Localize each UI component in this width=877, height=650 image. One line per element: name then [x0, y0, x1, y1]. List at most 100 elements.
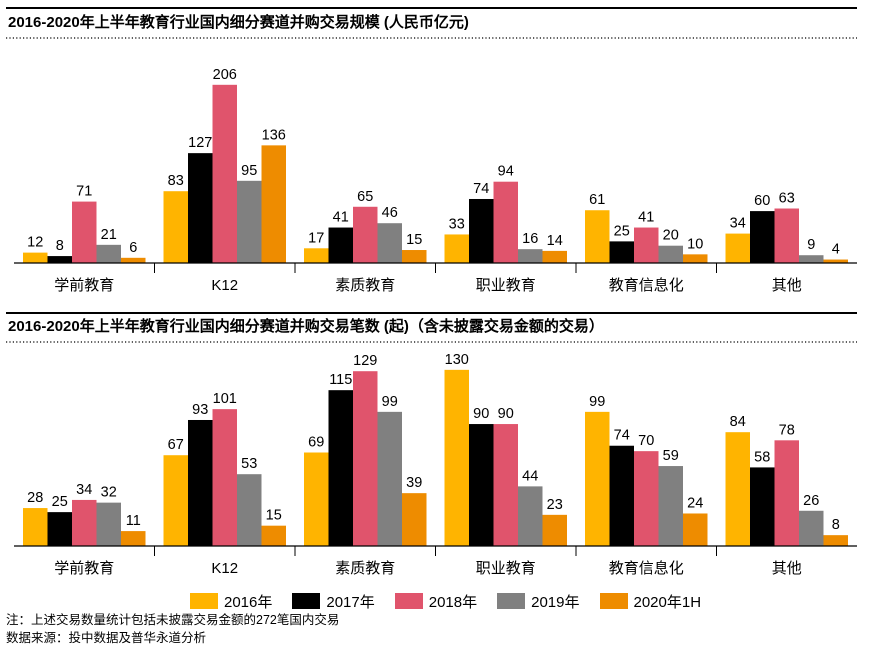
data-label: 90	[498, 406, 514, 422]
data-label: 67	[168, 437, 184, 453]
bar	[683, 513, 708, 546]
data-label: 4	[832, 242, 840, 258]
bar	[402, 493, 427, 546]
bar	[469, 424, 494, 546]
data-label: 25	[52, 494, 68, 510]
bar	[47, 512, 72, 546]
category-label: 素质教育	[335, 560, 395, 577]
data-label: 25	[614, 223, 630, 239]
bar	[23, 252, 48, 263]
data-label: 21	[101, 227, 117, 243]
legend-label-2017: 2017年	[326, 593, 375, 611]
data-label: 84	[730, 414, 746, 430]
bar	[658, 245, 683, 263]
data-label: 74	[614, 428, 630, 444]
bar	[725, 233, 750, 263]
data-label: 32	[101, 485, 117, 501]
bar	[304, 452, 329, 546]
data-label: 34	[730, 216, 746, 232]
bar	[683, 254, 708, 263]
legend: 2016年 2017年 2018年 2019年 2020年1H	[190, 590, 830, 612]
data-label: 33	[449, 216, 465, 232]
bar	[823, 535, 848, 546]
bar	[188, 419, 213, 546]
data-label: 15	[406, 232, 422, 248]
category-label: 职业教育	[476, 560, 536, 577]
bar	[402, 250, 427, 263]
bar	[518, 249, 543, 263]
category-label: 学前教育	[54, 560, 114, 577]
bar	[23, 508, 48, 546]
data-label: 34	[76, 482, 92, 498]
data-label: 8	[56, 238, 64, 254]
legend-swatch-2016	[190, 593, 218, 609]
bar	[799, 510, 824, 546]
data-label: 26	[803, 493, 819, 509]
data-label: 99	[589, 394, 605, 410]
data-label: 136	[262, 127, 286, 143]
legend-item-2020h1: 2020年1H	[599, 591, 702, 612]
data-label: 127	[188, 135, 212, 151]
legend-label-2016: 2016年	[224, 593, 273, 611]
data-label: 129	[353, 353, 377, 369]
data-label: 94	[498, 164, 514, 180]
footnote: 注：上述交易数量统计包括未披露交易金额的272笔国内交易	[6, 613, 340, 627]
data-label: 17	[308, 230, 324, 246]
bar	[261, 145, 286, 263]
bar	[96, 502, 121, 546]
data-label: 93	[192, 402, 208, 418]
data-label: 130	[445, 352, 469, 368]
bar	[634, 451, 659, 546]
bar	[750, 211, 775, 263]
bar	[634, 227, 659, 263]
bar	[658, 466, 683, 546]
data-label: 115	[329, 372, 352, 388]
bar	[750, 467, 775, 546]
data-label: 24	[687, 495, 703, 511]
bar	[72, 201, 97, 263]
bar	[353, 371, 378, 546]
data-label: 41	[333, 210, 349, 226]
data-label: 46	[382, 205, 398, 221]
bar	[212, 409, 237, 546]
bar	[72, 499, 97, 546]
bar	[725, 432, 750, 546]
bar	[585, 411, 610, 546]
data-label: 9	[807, 237, 815, 253]
bar	[542, 250, 567, 263]
legend-swatch-2019	[497, 593, 526, 609]
chart-title: 2016-2020年上半年教育行业国内细分赛道并购交易笔数 (起)（含未披露交易…	[8, 317, 604, 335]
bar	[304, 248, 329, 263]
bar	[96, 244, 121, 263]
bar	[328, 390, 353, 546]
bar	[493, 424, 518, 546]
data-label: 61	[589, 192, 605, 208]
category-label: K12	[211, 560, 238, 577]
data-label: 99	[382, 394, 398, 410]
bar	[237, 180, 262, 263]
bar	[542, 514, 567, 546]
bar	[212, 84, 237, 263]
legend-swatch-2017	[292, 593, 321, 609]
category-label: 教育信息化	[609, 560, 684, 577]
data-label: 28	[27, 490, 43, 506]
bar	[163, 455, 188, 546]
data-label: 83	[168, 173, 184, 189]
bar	[774, 440, 799, 546]
data-label: 16	[522, 231, 538, 247]
data-label: 10	[687, 236, 703, 252]
source-note: 数据来源：投中数据及普华永道分析	[6, 631, 207, 645]
bar	[121, 531, 146, 546]
legend-label-2020h1: 2020年1H	[633, 593, 702, 611]
bar	[444, 234, 469, 263]
data-label: 65	[357, 189, 373, 205]
data-label: 11	[126, 513, 141, 529]
category-label: 其他	[772, 277, 802, 294]
data-label: 69	[308, 435, 324, 451]
data-label: 71	[76, 184, 92, 200]
bar	[774, 208, 799, 263]
data-label: 95	[241, 163, 257, 179]
data-label: 12	[27, 235, 43, 251]
data-label: 6	[129, 240, 137, 256]
